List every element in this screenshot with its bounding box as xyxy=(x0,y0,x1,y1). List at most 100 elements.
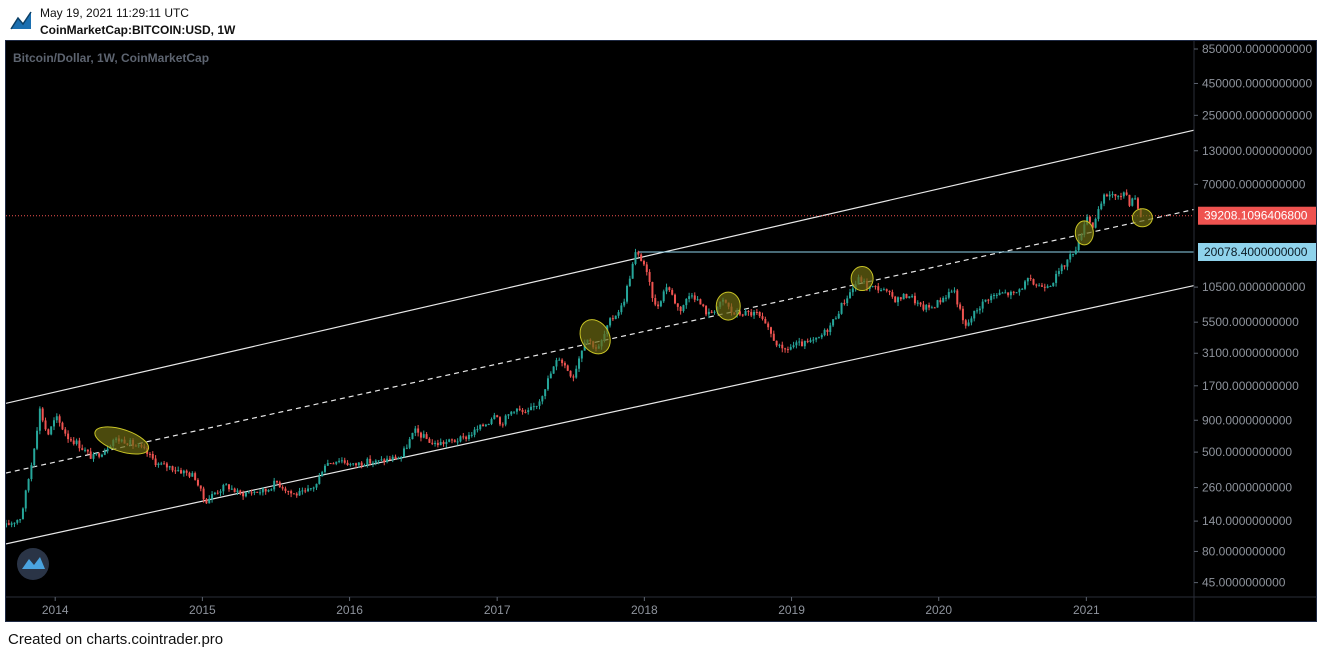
candle-body xyxy=(992,295,995,297)
candle-body xyxy=(651,281,654,299)
candle-body xyxy=(72,440,75,444)
candle-body xyxy=(453,440,456,442)
candle-body xyxy=(707,311,710,315)
candle-body xyxy=(524,411,527,413)
candle-body xyxy=(908,296,911,298)
candle-body xyxy=(366,458,369,465)
candle-body xyxy=(67,433,70,440)
candle-body xyxy=(778,344,781,346)
candle-body xyxy=(899,297,902,300)
candle-body xyxy=(154,458,157,466)
time-axis[interactable]: 2014 2015 2016 2017 2018 2019 2020 2021 xyxy=(6,596,1316,617)
candle-body xyxy=(1120,196,1123,198)
candle-body xyxy=(846,298,849,304)
candle-body xyxy=(467,434,470,439)
candle-body xyxy=(496,415,499,418)
candle-body xyxy=(891,292,894,297)
candle-body xyxy=(301,490,304,492)
candle-body xyxy=(1136,198,1139,209)
candle-body xyxy=(902,293,905,300)
candle-body xyxy=(1074,250,1077,255)
candle-body xyxy=(572,376,575,378)
candle-body xyxy=(332,463,335,465)
candle-body xyxy=(880,289,883,291)
highlight-ellipse[interactable] xyxy=(1131,208,1153,228)
highlight-ellipse[interactable] xyxy=(715,291,741,321)
candle-body xyxy=(349,464,352,466)
candle-body xyxy=(58,416,61,423)
candle-body xyxy=(295,493,298,496)
candle-body xyxy=(990,295,993,301)
candle-body xyxy=(244,492,247,497)
candle-body xyxy=(1094,218,1097,228)
candle-body xyxy=(476,429,479,431)
candle-body xyxy=(355,463,358,466)
candle-body xyxy=(758,312,761,317)
channel-line-middle[interactable] xyxy=(6,208,1195,474)
price-axis[interactable]: 850000.0000000000 450000.0000000000 250000… xyxy=(1193,41,1316,621)
candle-body xyxy=(1029,278,1032,280)
candle-body xyxy=(462,436,465,438)
candle-body xyxy=(484,424,487,427)
candle-body xyxy=(713,311,716,313)
candle-body xyxy=(1024,281,1027,289)
candle-body xyxy=(578,358,581,369)
highlight-ellipse[interactable] xyxy=(574,314,616,359)
candle-body xyxy=(196,479,199,486)
candle-body xyxy=(163,463,166,465)
candle-body xyxy=(47,429,50,435)
candle-body xyxy=(507,414,510,416)
y-tick-label: 70000.0000000000 xyxy=(1202,177,1306,191)
candle-body xyxy=(928,305,931,308)
candle-body xyxy=(165,463,168,468)
x-tick-label: 2019 xyxy=(778,603,805,617)
candle-body xyxy=(369,458,372,464)
candle-body xyxy=(527,410,530,413)
highlight-ellipse[interactable] xyxy=(850,266,874,292)
candle-body xyxy=(747,311,750,313)
candle-body xyxy=(840,302,843,314)
candle-body xyxy=(228,484,231,490)
candle-body xyxy=(933,307,936,309)
y-tick-label: 500.0000000000 xyxy=(1202,445,1292,459)
candle-body xyxy=(549,373,552,379)
y-tick-label: 140.0000000000 xyxy=(1202,514,1292,528)
candle-body xyxy=(538,401,541,406)
candle-body xyxy=(575,368,578,378)
candle-body xyxy=(786,349,789,351)
candle-body xyxy=(431,442,434,444)
highlight-ellipse[interactable] xyxy=(1074,220,1094,246)
candle-body xyxy=(321,471,324,477)
candle-body xyxy=(1100,203,1103,210)
candle-body xyxy=(371,462,374,464)
candle-body xyxy=(789,347,792,350)
channel-line-upper[interactable] xyxy=(6,129,1195,404)
candle-body xyxy=(682,305,685,312)
candle-body xyxy=(202,488,205,500)
candle-body xyxy=(346,462,349,466)
candle-body xyxy=(964,320,967,326)
candle-body xyxy=(225,484,228,486)
candle-body xyxy=(465,436,468,439)
y-tick-label: 45.0000000000 xyxy=(1202,576,1286,590)
candle-body xyxy=(394,456,397,460)
candle-body xyxy=(19,519,22,521)
candle-body xyxy=(792,345,795,348)
candle-body xyxy=(913,295,916,304)
candle-body xyxy=(744,311,747,316)
candle-body xyxy=(750,312,753,316)
candle-body xyxy=(1035,284,1038,286)
candle-body xyxy=(515,408,518,412)
chart-panel[interactable]: Bitcoin/Dollar, 1W, CoinMarketCap 850000… xyxy=(5,40,1317,622)
candle-body xyxy=(16,520,19,523)
candle-body xyxy=(41,408,44,421)
candle-body xyxy=(261,488,264,493)
highlight-ellipse[interactable] xyxy=(92,421,152,459)
candle-body xyxy=(510,411,513,415)
candle-body xyxy=(925,305,928,310)
candle-body xyxy=(292,493,295,495)
price-chart[interactable]: Bitcoin/Dollar, 1W, CoinMarketCap 850000… xyxy=(6,41,1316,621)
candle-body xyxy=(620,305,623,313)
candle-body xyxy=(871,286,874,288)
candle-body xyxy=(391,456,394,460)
